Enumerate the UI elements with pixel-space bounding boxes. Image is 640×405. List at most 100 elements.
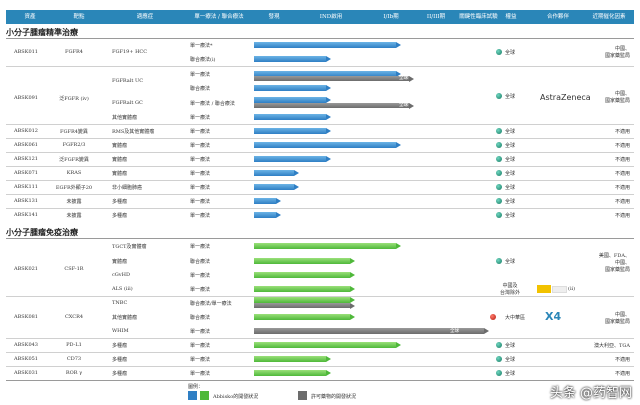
asset-abs051: ABSK051 (14, 356, 38, 362)
rights-abs061: 全球 (505, 143, 516, 149)
therapy-abs131: 單一療法 (190, 199, 211, 205)
indication-abs043: 多種瘤 (112, 343, 128, 349)
bar-abs091-1-tag: 全球 (399, 76, 408, 81)
bar-abs081-1 (254, 297, 355, 303)
catalyst-abs031: 不適用 (614, 371, 630, 377)
therapy-abs091-4: 單一療法 (190, 115, 211, 121)
col-catalyst: 近期催化因素 (592, 14, 626, 20)
row-divider (6, 352, 634, 353)
globe-icon (496, 93, 502, 99)
bar-abs031 (254, 370, 331, 376)
bar-abs071 (254, 170, 299, 176)
asset-abs012: ABSK012 (14, 128, 38, 134)
target-abs091: 泛FGFR (iv) (59, 96, 89, 102)
rights-abs131: 全球 (505, 199, 516, 205)
globe-icon (496, 184, 502, 190)
globe-icon (496, 370, 502, 376)
bar-abs081-1-licensed (254, 303, 355, 309)
bar-abs012 (254, 128, 331, 134)
asset-abs141: ABSK141 (14, 212, 38, 218)
target-abs111: EGFR外顯子20 (55, 185, 93, 191)
indication-abs071: 實體瘤 (112, 171, 128, 177)
catalyst-abs051: 不適用 (614, 357, 630, 363)
catalyst-abs061: 不適用 (614, 143, 630, 149)
row-divider (6, 66, 634, 67)
section-title-immuno: 小分子腫瘤免疫治療 (6, 227, 78, 237)
section-divider (6, 38, 634, 39)
target-abs081: CXCR4 (64, 314, 84, 320)
asset-abs043: ABSK043 (14, 342, 38, 348)
therapy-abs081-1: 聯合療法/單一療法 (190, 301, 232, 307)
indication-abs021-3: cGvHD (112, 272, 130, 278)
section-divider (6, 238, 634, 239)
col-discovery: 發現 (268, 14, 280, 20)
partner-logo-icon (537, 285, 551, 293)
therapy-abs011-2: 聯合療法(i) (190, 57, 216, 63)
bar-abs091-3-licensed (254, 103, 414, 109)
row-divider (6, 152, 634, 153)
indication-abs021-1: TGCT及實體瘤 (112, 244, 147, 250)
indication-abs021-4: ALS (iii) (112, 286, 133, 292)
target-abs011: FGFR4 (65, 49, 83, 55)
therapy-abs081-2: 聯合療法 (190, 315, 211, 321)
therapy-abs021-2: 聯合療法 (190, 259, 211, 265)
rights-abs121: 全球 (505, 157, 516, 163)
china-region-icon (490, 314, 496, 320)
indication-abs081-2: 其他實體瘤 (112, 315, 138, 321)
bar-abs111 (254, 184, 299, 190)
bar-abs141 (254, 212, 281, 218)
row-divider (6, 194, 634, 195)
bar-abs011-1 (254, 42, 401, 48)
catalyst-abs091: 中國、 國家藥監局 (604, 91, 630, 104)
indication-abs131: 多種瘤 (112, 199, 128, 205)
catalyst-abs011: 中國、 國家藥監局 (604, 46, 630, 59)
indication-abs091-3: 其他實體瘤 (112, 115, 138, 121)
legend-green-swatch (200, 391, 209, 400)
indication-abs011: FGF19+ HCC (112, 49, 148, 55)
col-ph1: I/Ib期 (383, 14, 399, 20)
asset-abs121: ABSK121 (14, 156, 38, 162)
indication-abs051: 多種瘤 (112, 357, 128, 363)
row-divider (6, 366, 634, 367)
row-divider (6, 338, 634, 339)
row-divider (6, 296, 634, 297)
row-divider (6, 208, 634, 209)
legend-gray-swatch (298, 391, 307, 400)
therapy-abs012: 單一療法 (190, 129, 211, 135)
target-abs121: 泛FGFR變異 (59, 157, 89, 163)
asset-abs081: ABSK081 (14, 314, 38, 320)
table-header: 資產 靶點 適應症 單一療法 / 聯合療法 發現 IND啟用 I/Ib期 II/… (6, 10, 634, 24)
legend-title: 圖例： (188, 384, 204, 390)
therapy-abs091-2: 聯合療法 (190, 86, 211, 92)
therapy-abs061: 單一療法 (190, 143, 211, 149)
globe-icon (496, 128, 502, 134)
row-divider (6, 124, 634, 125)
target-abs131: 未披露 (66, 199, 82, 205)
col-rights: 權益 (505, 14, 517, 20)
bar-abs061 (254, 142, 401, 148)
rights-abs021: 全球 (505, 259, 516, 265)
rights-abs071: 全球 (505, 171, 516, 177)
col-pivotal: 關鍵性臨床試驗 (459, 14, 498, 20)
target-abs021: CSF-1R (64, 266, 84, 272)
catalyst-abs111: 不適用 (614, 185, 630, 191)
bar-abs043 (254, 342, 401, 348)
bar-abs091-1 (254, 71, 401, 77)
indication-abs091-1: FGFRalt UC (112, 78, 144, 84)
therapy-abs011-1: 單一療法* (190, 43, 213, 49)
catalyst-abs131: 不適用 (614, 199, 630, 205)
bar-abs021-2 (254, 258, 355, 264)
catalyst-abs121: 不適用 (614, 157, 630, 163)
indication-abs012: RMS及其他實體瘤 (112, 129, 155, 135)
indication-abs081-3: WHIM (112, 328, 129, 334)
target-abs012: FGFR4變異 (60, 129, 88, 135)
partner-logo-icon (552, 286, 567, 293)
rights-abs141: 全球 (505, 213, 516, 219)
asset-abs071: ABSK071 (14, 170, 38, 176)
therapy-abs121: 單一療法 (190, 157, 211, 163)
col-asset: 資產 (24, 14, 36, 20)
indication-abs081-1: TNBC (112, 300, 128, 306)
bar-abs081-3-licensed (254, 328, 489, 334)
therapy-abs021-1: 單一療法 (190, 244, 211, 250)
catalyst-abs081: 中國、 國家藥監局 (604, 312, 630, 325)
